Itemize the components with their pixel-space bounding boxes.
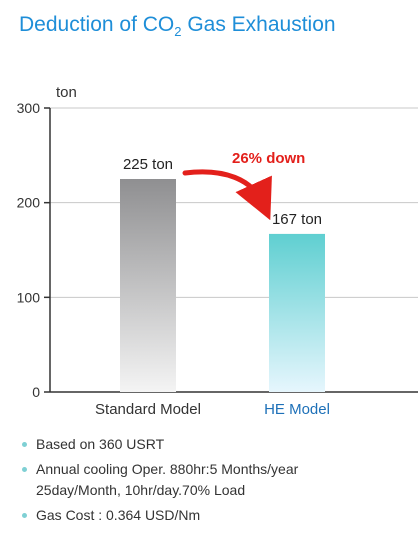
note-item: Annual cooling Oper. 880hr:5 Months/year… <box>22 459 298 501</box>
decrease-arrow <box>182 169 272 221</box>
y-tick-label: 300 <box>17 100 41 116</box>
x-category-label: Standard Model <box>95 401 201 418</box>
y-axis-label: ton <box>56 84 77 101</box>
y-tick-label: 200 <box>17 195 41 211</box>
bullet-icon <box>22 467 27 472</box>
bullet-icon <box>22 513 27 518</box>
title-subscript: 2 <box>174 24 182 40</box>
bar-chart: 0 100 200 300 ton 225 ton Standard Model 167 … <box>17 84 418 418</box>
title-prefix: Deduction of CO <box>19 13 175 36</box>
decrease-annotation: 26% down <box>232 150 305 167</box>
y-tick-label: 100 <box>17 289 41 305</box>
note-text: Annual cooling Oper. 880hr:5 Months/year <box>36 461 299 477</box>
chart-title: Deduction of CO2 Gas Exhaustion <box>19 13 336 39</box>
note-text: 25day/Month, 10hr/day.70% Load <box>36 482 246 498</box>
notes-list: Based on 360 USRT Annual cooling Oper. 8… <box>22 434 298 530</box>
y-tick-label: 0 <box>32 384 40 400</box>
note-text: Based on 360 USRT <box>36 436 165 452</box>
note-text: Gas Cost : 0.364 USD/Nm <box>36 507 201 523</box>
x-category-label: HE Model <box>264 401 330 418</box>
title-suffix: Gas Exhaustion <box>181 13 336 36</box>
note-item: Gas Cost : 0.364 USD/Nm <box>22 505 298 526</box>
bar-value-label: 225 ton <box>123 156 173 173</box>
grid-lines <box>50 107 418 298</box>
bar-value-label: 167 ton <box>272 211 322 228</box>
bar <box>269 233 325 392</box>
bar <box>120 179 176 392</box>
note-item: Based on 360 USRT <box>22 434 298 455</box>
bullet-icon <box>22 442 27 447</box>
